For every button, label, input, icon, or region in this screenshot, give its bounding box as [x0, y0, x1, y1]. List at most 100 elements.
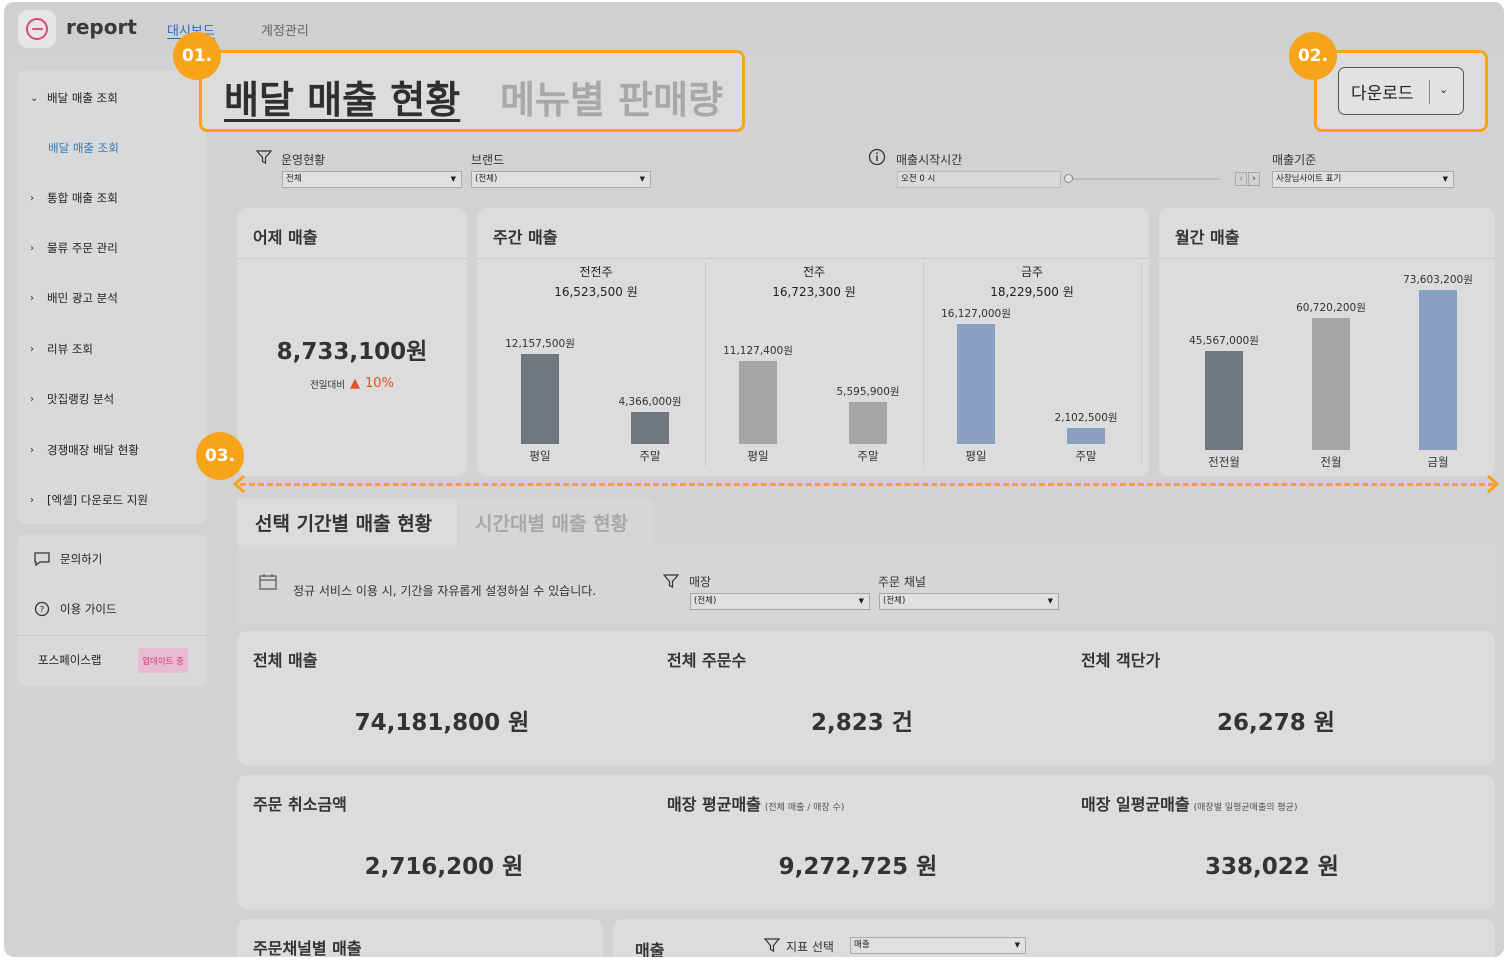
- annotation-dashed-line: [240, 483, 1494, 486]
- sidebar-subitem-delivery-sales[interactable]: 배달 매출 조회: [48, 141, 119, 155]
- annotation-badge-01: 01.: [173, 32, 221, 80]
- weekday-category-label: 평일: [747, 449, 769, 463]
- logo-icon: [18, 10, 56, 48]
- chevron-right-icon: ›: [30, 192, 34, 204]
- main-tab-group: 배달 매출 현황 메뉴별 판매량: [199, 50, 745, 132]
- sidebar-item-label: 경쟁매장 배달 현황: [47, 443, 139, 457]
- card-title: 주문채널별 매출: [253, 939, 362, 957]
- tab-hourly-sales[interactable]: 시간대별 매출 현황: [459, 499, 653, 545]
- filter-icon: [764, 938, 780, 952]
- weekly-sales-card: 주간 매출 전전주 16,523,500 원 12,157,500원 평일 4,366,…: [477, 208, 1149, 476]
- sidebar-item-baemin-ads[interactable]: › 배민 광고 분석: [30, 290, 118, 306]
- monthly-bar: [1419, 290, 1457, 450]
- annotation-badge-02: 02.: [1289, 32, 1337, 80]
- card-title: 월간 매출: [1175, 228, 1240, 247]
- status-select[interactable]: 전체 ▼: [282, 171, 462, 188]
- yesterday-compare: 전일대비 ▲ 10%: [237, 376, 467, 391]
- triangle-up-icon: ▲: [350, 376, 361, 391]
- brand-select[interactable]: (전체) ▼: [471, 171, 651, 188]
- sidebar-item-excel[interactable]: › [엑셀] 다운로드 지원: [30, 492, 148, 508]
- monthly-sales-card: 월간 매출 45,567,000원 전전월 60,720,200원 전월 73,603,…: [1159, 208, 1495, 476]
- brand-select-value: (전체): [475, 174, 498, 184]
- tab-account[interactable]: 계정관리: [261, 24, 309, 39]
- divider: [477, 258, 1149, 259]
- metric-select-value: 매출: [854, 940, 870, 950]
- caret-down-icon: ▼: [1014, 941, 1020, 949]
- channel-select[interactable]: (전체) ▼: [879, 593, 1059, 610]
- week-total: 16,523,500 원: [554, 285, 638, 299]
- store-stats-card: 주문 취소금액 2,716,200 원 매장 평균매출 (전체 매출 / 매장 수…: [237, 775, 1495, 909]
- weekend-category-label: 주말: [1075, 449, 1097, 463]
- stat-title-text: 매장 평균매출: [667, 795, 761, 814]
- monthly-bar: [1312, 318, 1350, 450]
- store-filter-label: 매장: [689, 575, 712, 589]
- metric-label: 지표 선택: [786, 940, 834, 954]
- download-area: 다운로드 ⌄: [1314, 50, 1488, 132]
- tab-period-sales[interactable]: 선택 기간별 매출 현황: [237, 499, 457, 545]
- chevron-right-icon: ›: [30, 292, 34, 304]
- total-orders-title: 전체 주문수: [667, 651, 747, 670]
- sidebar-item-label: 리뷰 조회: [47, 342, 93, 356]
- caret-down-icon: ▼: [858, 597, 864, 605]
- store-select[interactable]: (전체) ▼: [690, 593, 870, 610]
- chevron-right-icon: ›: [30, 242, 34, 254]
- store-select-value: (전체): [694, 596, 717, 606]
- sidebar-item-competitors[interactable]: › 경쟁매장 배달 현황: [30, 442, 139, 458]
- group-divider: [923, 262, 924, 466]
- status-select-value: 전체: [286, 174, 302, 184]
- weekday-category-label: 평일: [529, 449, 551, 463]
- sidebar-item-label: 맛집랭킹 분석: [47, 392, 115, 406]
- week-header: 전주: [802, 265, 826, 279]
- metric-select[interactable]: 매출 ▼: [850, 937, 1026, 954]
- basis-select-value: 사장님사이트 표기: [1276, 174, 1342, 184]
- basis-select[interactable]: 사장님사이트 표기 ▼: [1272, 171, 1454, 188]
- logo-text: report: [66, 15, 137, 39]
- tab-delivery-sales[interactable]: 배달 매출 현황: [224, 78, 461, 122]
- weekday-bar: [521, 354, 559, 444]
- time-slider-handle[interactable]: [1064, 174, 1073, 183]
- tab-menu-sales[interactable]: 메뉴별 판매량: [500, 78, 723, 122]
- card-title: 주간 매출: [493, 228, 558, 247]
- info-icon: [868, 148, 886, 166]
- status-filter-label: 운영현황: [281, 153, 326, 167]
- monthly-value-label: 73,603,200원: [1403, 274, 1473, 286]
- chevron-right-icon: ›: [30, 494, 34, 506]
- brand-label: 포스페이스랩: [38, 653, 102, 667]
- weekend-value-label: 4,366,000원: [618, 396, 682, 408]
- support-panel: 문의하기 ? 이용 가이드 포스페이스랩 업데이트 중: [18, 534, 207, 686]
- chevron-right-icon: ›: [30, 343, 34, 355]
- download-button[interactable]: 다운로드 ⌄: [1338, 67, 1464, 115]
- caret-down-icon: ▼: [1047, 597, 1053, 605]
- start-time-value: 오전 0 시: [901, 174, 936, 184]
- start-time-field[interactable]: 오전 0 시: [897, 171, 1061, 188]
- filter-icon: [256, 150, 272, 164]
- store-daily-avg-value: 338,022 원: [1205, 854, 1339, 880]
- sidebar-item-ranking[interactable]: › 맛집랭킹 분석: [30, 391, 114, 407]
- stat-title-text: 매장 일평균매출: [1081, 795, 1190, 814]
- period-note: 정규 서비스 이용 시, 기간을 자유롭게 설정하실 수 있습니다.: [293, 584, 597, 598]
- weekday-bar: [739, 361, 777, 444]
- store-daily-avg-title: 매장 일평균매출 (매장별 일평균매출의 평균): [1081, 791, 1297, 815]
- weekday-category-label: 평일: [965, 449, 987, 463]
- stat-note: (전체 매출 / 매장 수): [764, 803, 845, 813]
- sidebar-item-logistics[interactable]: › 물류 주문 관리: [30, 240, 118, 256]
- app-window: report 대시보드 계정관리 ⌄ 배달 매출 조회 배달 매출 조회 › 통합 …: [4, 2, 1504, 957]
- sidebar-item-reviews[interactable]: › 리뷰 조회: [30, 341, 93, 357]
- sidebar-item-integrated-sales[interactable]: › 통합 매출 조회: [30, 190, 118, 206]
- arrow-right-icon: [1487, 474, 1500, 494]
- chevron-right-icon: ›: [30, 444, 34, 456]
- monthly-category-label: 전월: [1320, 455, 1342, 469]
- week-total: 18,229,500 원: [990, 285, 1074, 299]
- sidebar-item-delivery-sales[interactable]: ⌄ 배달 매출 조회: [30, 90, 118, 106]
- sales-metric-card: 매출 지표 선택 매출 ▼: [613, 919, 1495, 957]
- guide-link[interactable]: ? 이용 가이드: [34, 601, 117, 617]
- weekend-bar: [1067, 428, 1105, 444]
- time-slider-track[interactable]: [1068, 178, 1220, 180]
- top-bar: report 대시보드 계정관리: [4, 2, 1504, 56]
- divider: [18, 635, 207, 636]
- sidebar-item-label: [엑셀] 다운로드 지원: [47, 493, 148, 507]
- prev-arrow-icon[interactable]: ‹: [1235, 172, 1247, 186]
- next-arrow-icon[interactable]: ›: [1248, 172, 1260, 186]
- inquiry-link[interactable]: 문의하기: [34, 551, 102, 567]
- group-divider: [705, 262, 706, 466]
